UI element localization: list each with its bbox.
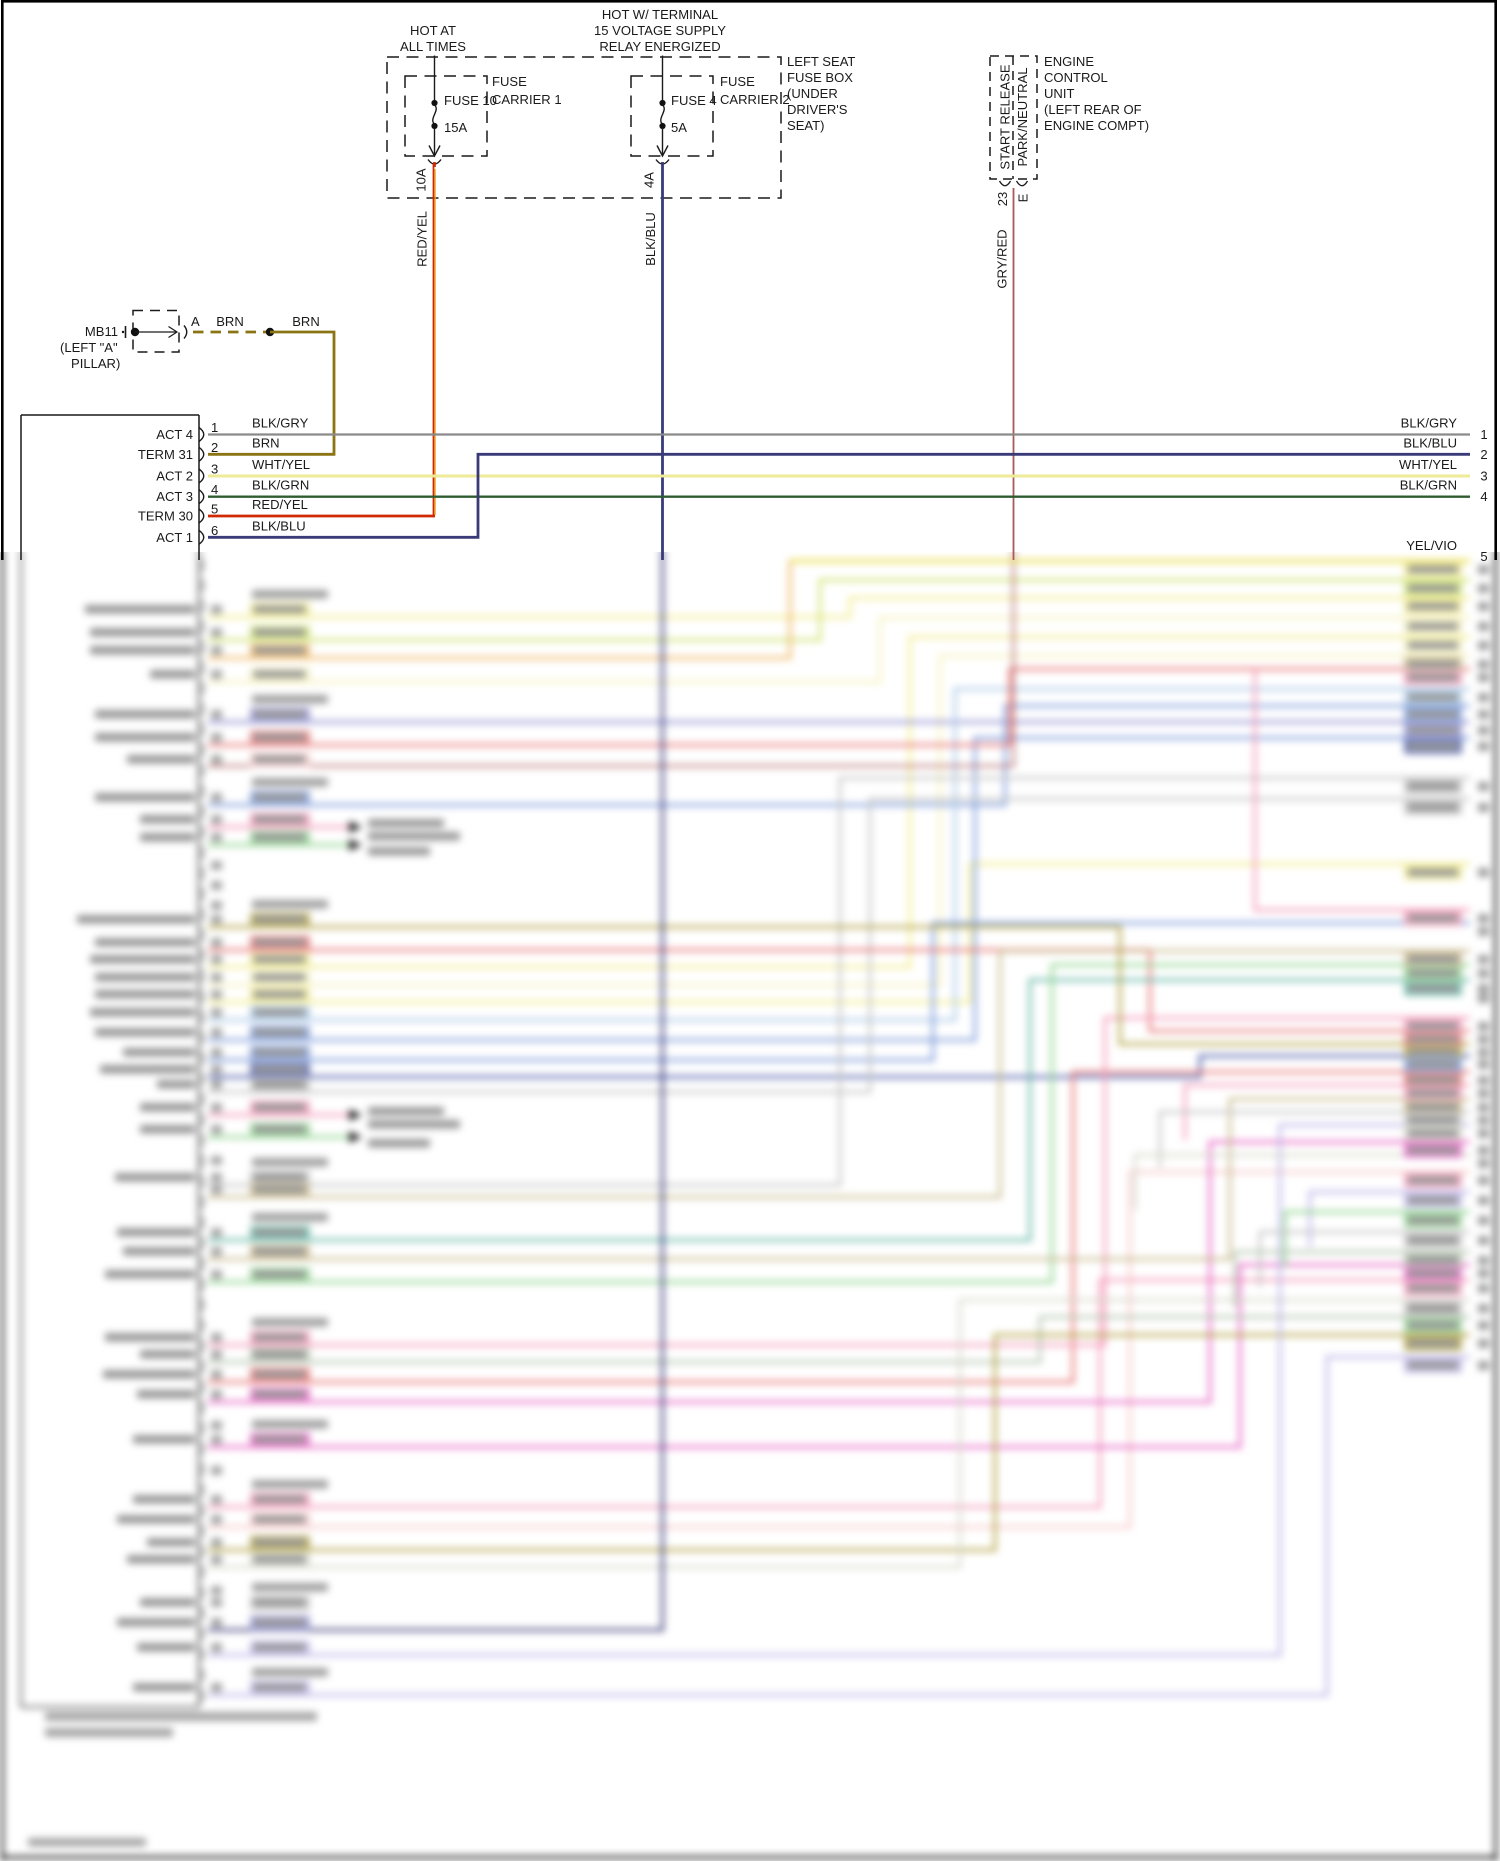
- svg-text:BLK/BLU: BLK/BLU: [252, 518, 306, 533]
- svg-text:FUSE: FUSE: [492, 74, 527, 89]
- svg-text:FUSE: FUSE: [720, 74, 755, 89]
- svg-text:3: 3: [1480, 469, 1487, 484]
- svg-text:ACT 3: ACT 3: [156, 489, 193, 504]
- svg-text:4: 4: [1480, 489, 1487, 504]
- svg-text:LEFT SEAT: LEFT SEAT: [787, 54, 855, 69]
- svg-text:BLK/GRY: BLK/GRY: [1401, 416, 1458, 431]
- svg-text:HOT AT: HOT AT: [410, 23, 456, 38]
- svg-text:DRIVER'S: DRIVER'S: [787, 102, 848, 117]
- svg-text:ACT 2: ACT 2: [156, 469, 193, 484]
- svg-text:1: 1: [1480, 427, 1487, 442]
- svg-text:PARK/NEUTRAL: PARK/NEUTRAL: [1015, 67, 1030, 166]
- svg-text:RELAY ENERGIZED: RELAY ENERGIZED: [599, 39, 720, 54]
- svg-text:15 VOLTAGE SUPPLY: 15 VOLTAGE SUPPLY: [594, 23, 726, 38]
- svg-text:CONTROL: CONTROL: [1044, 70, 1108, 85]
- svg-text:A: A: [191, 314, 200, 329]
- svg-text:5: 5: [1480, 549, 1487, 564]
- svg-text:23: 23: [995, 192, 1010, 207]
- svg-text:UNIT: UNIT: [1044, 86, 1074, 101]
- svg-text:START RELEASE: START RELEASE: [998, 64, 1013, 169]
- svg-text:1: 1: [211, 420, 218, 435]
- svg-text:4: 4: [211, 482, 218, 497]
- svg-text:4A: 4A: [642, 172, 657, 188]
- svg-text:BLK/GRN: BLK/GRN: [1400, 478, 1457, 493]
- svg-text:CARRIER 1: CARRIER 1: [492, 92, 562, 107]
- svg-text:5A: 5A: [671, 120, 687, 135]
- svg-text:BRN: BRN: [292, 314, 320, 329]
- svg-text:2: 2: [211, 440, 218, 455]
- svg-text:HOT W/ TERMINAL: HOT W/ TERMINAL: [602, 7, 718, 22]
- svg-text:E: E: [1016, 193, 1031, 202]
- svg-text:SEAT): SEAT): [787, 118, 824, 133]
- svg-text:WHT/YEL: WHT/YEL: [1399, 457, 1457, 472]
- svg-text:5: 5: [211, 502, 218, 517]
- svg-text:FUSE 4: FUSE 4: [671, 93, 717, 108]
- svg-text:2: 2: [1480, 447, 1487, 462]
- svg-text:TERM 30: TERM 30: [138, 509, 193, 524]
- svg-text:3: 3: [211, 462, 218, 477]
- svg-text:15A: 15A: [444, 120, 468, 135]
- svg-text:BLK/BLU: BLK/BLU: [1403, 435, 1457, 450]
- svg-text:(LEFT REAR OF: (LEFT REAR OF: [1044, 102, 1142, 117]
- svg-text:CARRIER 2: CARRIER 2: [720, 92, 790, 107]
- svg-text:TERM 31: TERM 31: [138, 447, 193, 462]
- svg-text:BLK/BLU: BLK/BLU: [643, 212, 658, 266]
- svg-text:RED/YEL: RED/YEL: [415, 211, 430, 267]
- svg-text:GRY/RED: GRY/RED: [995, 229, 1010, 288]
- svg-text:PILLAR): PILLAR): [71, 356, 120, 371]
- svg-text:ENGINE: ENGINE: [1044, 54, 1094, 69]
- svg-text:BLK/GRN: BLK/GRN: [252, 478, 309, 493]
- svg-text:YEL/VIO: YEL/VIO: [1406, 538, 1457, 553]
- svg-text:WHT/YEL: WHT/YEL: [252, 457, 310, 472]
- svg-text:ACT 4: ACT 4: [156, 427, 193, 442]
- svg-text:(LEFT "A": (LEFT "A": [60, 340, 118, 355]
- svg-text:ACT 1: ACT 1: [156, 530, 193, 545]
- svg-text:10A: 10A: [414, 168, 429, 192]
- svg-text:ALL TIMES: ALL TIMES: [400, 39, 466, 54]
- svg-text:FUSE BOX: FUSE BOX: [787, 70, 853, 85]
- svg-text:FUSE 10: FUSE 10: [444, 93, 497, 108]
- svg-text:(UNDER: (UNDER: [787, 86, 838, 101]
- svg-text:BRN: BRN: [216, 314, 244, 329]
- svg-text:6: 6: [211, 523, 218, 538]
- svg-text:ENGINE COMPT): ENGINE COMPT): [1044, 118, 1149, 133]
- svg-text:BLK/GRY: BLK/GRY: [252, 416, 309, 431]
- svg-text:RED/YEL: RED/YEL: [252, 497, 308, 512]
- svg-text:BRN: BRN: [252, 435, 280, 450]
- svg-text:MB11: MB11: [85, 324, 118, 339]
